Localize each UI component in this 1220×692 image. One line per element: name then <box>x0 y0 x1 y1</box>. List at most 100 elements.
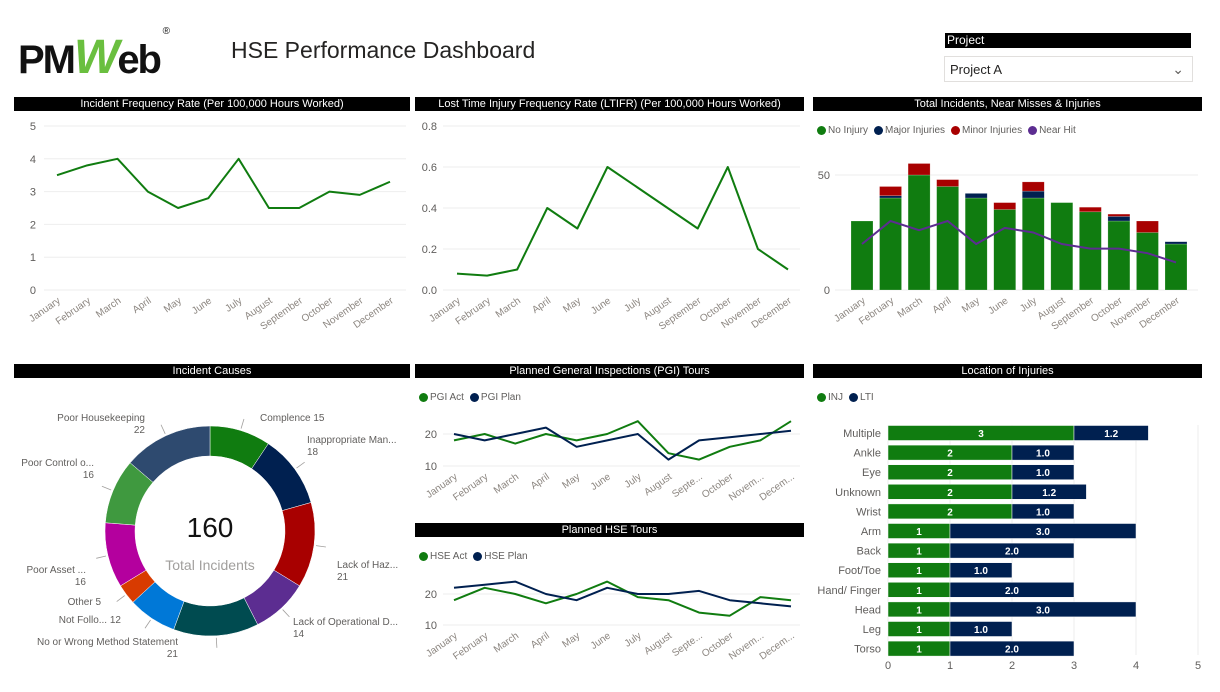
series-line <box>56 157 391 209</box>
x-tick-label: April <box>530 295 553 315</box>
data-label: 2 <box>947 507 953 518</box>
x-tick-label: 3 <box>1071 660 1077 672</box>
category-label: Arm <box>861 526 881 538</box>
data-label: 3.0 <box>1036 605 1050 616</box>
data-label: 1 <box>916 527 922 538</box>
y-tick-label: 5 <box>30 121 36 133</box>
location-bar-chart[interactable]: 0 1 2 3 4 5 Multiple 3 1.2 Ankle 2 1.0 Eye 2 1.0 Unknow… <box>813 405 1213 680</box>
x-tick-label: July <box>623 630 644 649</box>
data-label: 1.0 <box>974 566 988 577</box>
legend-item[interactable]: PGI Plan <box>469 392 521 403</box>
x-tick-label: Septe... <box>670 630 705 659</box>
pgi-panel-title: Planned General Inspections (PGI) Tours <box>415 364 804 378</box>
data-label: 2.0 <box>1005 586 1019 597</box>
bar-segment <box>993 202 1016 210</box>
data-label: 2 <box>947 488 953 499</box>
ltifr-panel-title: Lost Time Injury Frequency Rate (LTIFR) … <box>415 97 804 111</box>
x-tick-label: Septe... <box>670 471 705 500</box>
leader-line <box>282 609 290 618</box>
leader-line <box>215 637 218 648</box>
donut-label: Complence 15 <box>260 413 325 424</box>
location-legend: INJ LTI <box>817 392 874 403</box>
bar-segment <box>1073 425 1149 441</box>
bar-segment <box>949 640 1075 657</box>
legend-item[interactable]: Near Hit <box>1028 125 1076 136</box>
y-tick-label: 10 <box>425 620 437 632</box>
legend-dot-icon <box>849 393 858 402</box>
x-tick-label: March <box>492 471 521 496</box>
bar-segment <box>1011 444 1075 461</box>
legend-dot-icon <box>817 393 826 402</box>
hse-legend: HSE Act HSE Plan <box>419 551 528 562</box>
legend-item[interactable]: INJ <box>817 392 843 403</box>
leader-line <box>96 555 107 559</box>
hse-panel-title: Planned HSE Tours <box>415 523 804 537</box>
x-tick-label: March <box>494 295 523 320</box>
bar-segment <box>936 186 959 291</box>
x-tick-label: August <box>642 630 674 657</box>
legend-dot-icon <box>951 126 961 135</box>
category-label: Back <box>857 546 882 558</box>
data-label: 1.0 <box>974 625 988 636</box>
data-label: 1 <box>916 605 922 616</box>
legend-item[interactable]: HSE Act <box>419 551 467 562</box>
near-hit-line <box>861 219 1177 264</box>
legend-item[interactable]: Minor Injuries <box>951 125 1022 136</box>
bar-segment <box>949 562 1013 578</box>
data-label: 1 <box>916 625 922 636</box>
leader-line <box>101 485 112 491</box>
bar-segment <box>949 601 1137 618</box>
bar-segment <box>964 193 988 199</box>
bar-segment <box>879 195 902 199</box>
x-tick-label: April <box>931 295 954 315</box>
legend-label: LTI <box>860 392 874 403</box>
legend-dot-icon <box>419 552 428 561</box>
x-tick-label: July <box>223 295 244 314</box>
donut-label: Poor Housekeeping 22 <box>57 413 145 436</box>
x-tick-label: April <box>131 295 154 315</box>
data-label: 2 <box>947 449 953 460</box>
legend-dot-icon <box>419 393 428 402</box>
y-tick-label: 0.8 <box>422 121 437 133</box>
incidents-panel-title: Total Incidents, Near Misses & Injuries <box>813 97 1202 111</box>
y-tick-label: 20 <box>425 589 437 601</box>
location-panel-title: Location of Injuries <box>813 364 1202 378</box>
category-label: Eye <box>862 467 881 479</box>
legend-dot-icon <box>469 393 479 402</box>
legend-item[interactable]: No Injury <box>817 125 868 136</box>
leader-line <box>144 619 151 629</box>
x-tick-label: 1 <box>947 660 953 672</box>
y-tick-label: 3 <box>30 187 36 199</box>
x-tick-label: March <box>896 295 925 320</box>
legend-label: Minor Injuries <box>962 125 1023 136</box>
category-label: Multiple <box>843 428 881 440</box>
donut-slice <box>273 502 316 587</box>
donut-slice <box>129 425 211 483</box>
data-label: 2.0 <box>1005 645 1019 656</box>
chevron-down-icon: ⌄ <box>1172 61 1184 77</box>
data-label: 1 <box>916 586 922 597</box>
ifr-panel-title: Incident Frequency Rate (Per 100,000 Hou… <box>14 97 410 111</box>
x-tick-label: June <box>589 471 613 493</box>
legend-item[interactable]: HSE Plan <box>473 551 528 562</box>
legend-item[interactable]: LTI <box>849 392 874 403</box>
x-tick-label: May <box>560 630 582 650</box>
leader-line <box>160 424 166 434</box>
causes-panel-title: Incident Causes <box>14 364 410 378</box>
leader-line <box>240 418 245 429</box>
x-tick-label: February <box>54 295 93 327</box>
series-line <box>453 580 792 608</box>
bar-segment <box>1011 503 1075 520</box>
data-label: 1.0 <box>1036 468 1050 479</box>
x-tick-label: June <box>589 295 613 317</box>
legend-item[interactable]: Major Injuries <box>874 125 945 136</box>
project-select[interactable]: Project A ⌄ <box>944 56 1193 82</box>
legend-item[interactable]: PGI Act <box>419 392 464 403</box>
causes-donut-chart[interactable] <box>14 380 410 680</box>
donut-label: Poor Control o... 16 <box>21 458 94 481</box>
